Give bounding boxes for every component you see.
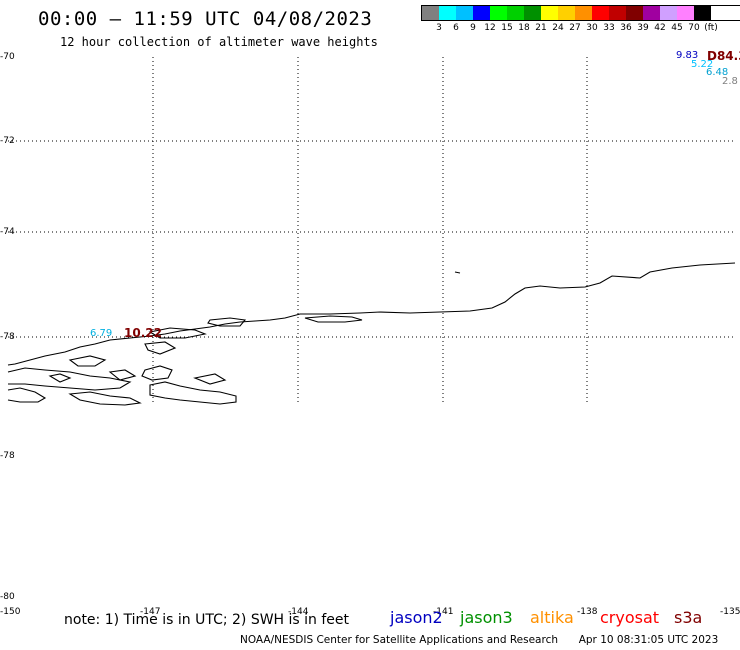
- color-scale-label: 6: [453, 23, 459, 33]
- color-swatch: [456, 6, 473, 20]
- footer-timestamp: Apr 10 08:31:05 UTC 2023: [578, 634, 719, 646]
- lat-label: -70: [0, 52, 15, 62]
- color-scale-label: 42: [654, 23, 666, 33]
- color-scale-labels: 3 6 9 12 15 18 21 24 27 30 33 36 39 42 45 70 (ft): [421, 21, 740, 33]
- observation-label: 5.22: [691, 59, 714, 70]
- color-swatch: [575, 6, 592, 20]
- color-scale-label: 3: [436, 23, 442, 33]
- color-swatch: [422, 6, 439, 20]
- lon-label: -150: [0, 607, 21, 617]
- footer: NOAA/NESDIS Center for Satellite Applica…: [240, 634, 718, 646]
- color-scale-label: 9: [470, 23, 476, 33]
- lon-label: -147: [140, 607, 161, 617]
- color-swatch: [694, 6, 711, 20]
- legend-s3a: s3a: [674, 608, 703, 627]
- legend-altika: altika: [530, 608, 574, 627]
- wave-height-color-scale: 3 6 9 12 15 18 21 24 27 30 33 36 39 42 45 70 (ft): [421, 5, 740, 33]
- color-swatch: [473, 6, 490, 20]
- color-swatch: [626, 6, 643, 20]
- observation-label: 2.8: [722, 76, 738, 87]
- footer-credit: NOAA/NESDIS Center for Satellite Applica…: [240, 634, 558, 646]
- color-swatches: [421, 5, 740, 21]
- lat-label: -72: [0, 136, 15, 146]
- color-swatch: [490, 6, 507, 20]
- lat-label: -78: [0, 451, 15, 461]
- graticule: [8, 57, 735, 405]
- lat-label: -80: [0, 592, 15, 602]
- lat-label: -74: [0, 227, 15, 237]
- color-scale-label: 21: [535, 23, 547, 33]
- color-scale-label: 18: [518, 23, 530, 33]
- coastline: [7, 262, 736, 406]
- lon-label: -141: [433, 607, 454, 617]
- observation-label: 10.22: [124, 326, 162, 340]
- lon-label: -144: [288, 607, 309, 617]
- legend-jason3: jason3: [460, 608, 513, 627]
- color-swatch: [507, 6, 524, 20]
- legend-cryosat: cryosat: [600, 608, 660, 627]
- color-swatch: [677, 6, 694, 20]
- page-title: 00:00 – 11:59 UTC 04/08/2023: [38, 8, 373, 30]
- observation-label: 9.83: [676, 50, 699, 61]
- color-scale-label: 45: [671, 23, 683, 33]
- color-swatch: [541, 6, 558, 20]
- page-subtitle: 12 hour collection of altimeter wave hei…: [60, 35, 378, 49]
- color-scale-label: 30: [586, 23, 598, 33]
- color-swatch: [609, 6, 626, 20]
- color-scale-label: 36: [620, 23, 632, 33]
- color-swatch: [558, 6, 575, 20]
- color-swatch: [439, 6, 456, 20]
- observation-label: 6.79: [90, 328, 113, 339]
- units-note: note: 1) Time is in UTC; 2) SWH is in fe…: [64, 612, 350, 628]
- color-scale-label: 27: [569, 23, 581, 33]
- color-swatch: [643, 6, 660, 20]
- color-scale-label: 39: [637, 23, 649, 33]
- lon-label: -135: [720, 607, 740, 617]
- color-scale-label: 70: [688, 23, 700, 33]
- lon-label: -138: [577, 607, 598, 617]
- legend-jason2: jason2: [390, 608, 443, 627]
- observation-label: D84.3: [707, 49, 740, 63]
- color-scale-label: (ft): [704, 23, 718, 33]
- color-swatch: [524, 6, 541, 20]
- color-swatch: [592, 6, 609, 20]
- color-scale-label: 24: [552, 23, 564, 33]
- lat-label: -78: [0, 332, 15, 342]
- color-swatch: [660, 6, 677, 20]
- color-scale-label: 12: [484, 23, 496, 33]
- color-scale-label: 15: [501, 23, 513, 33]
- observation-label: 6.48: [706, 67, 729, 78]
- color-scale-label: 33: [603, 23, 615, 33]
